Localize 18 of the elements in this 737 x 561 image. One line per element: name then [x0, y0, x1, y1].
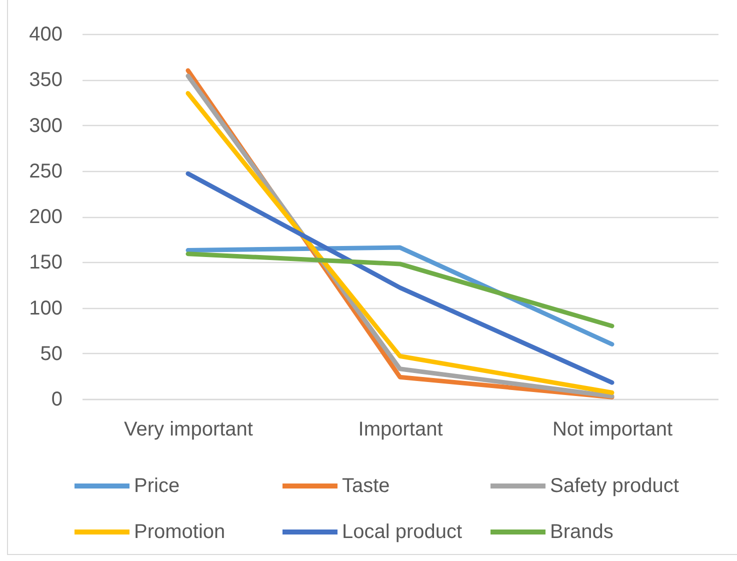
x-tick-label: Important [358, 418, 444, 440]
x-tick-label: Not important [552, 418, 673, 440]
legend-label: Price [134, 475, 180, 497]
legend-label: Brands [550, 521, 614, 543]
y-tick-label: 50 [40, 342, 62, 365]
legend-label: Promotion [134, 521, 226, 543]
legend-label: Safety product [550, 475, 680, 497]
y-tick-label: 150 [29, 252, 62, 274]
y-tick-label: 0 [51, 388, 62, 410]
legend-label: Taste [342, 475, 390, 497]
legend-label: Local product [342, 521, 463, 543]
x-tick-label: Very important [124, 418, 254, 440]
y-tick-label: 300 [29, 114, 62, 137]
y-tick-label: 350 [29, 69, 62, 92]
y-tick-label: 200 [29, 206, 62, 228]
y-tick-label: 250 [29, 160, 62, 182]
y-tick-label: 400 [29, 24, 62, 46]
y-tick-label: 100 [29, 297, 62, 320]
